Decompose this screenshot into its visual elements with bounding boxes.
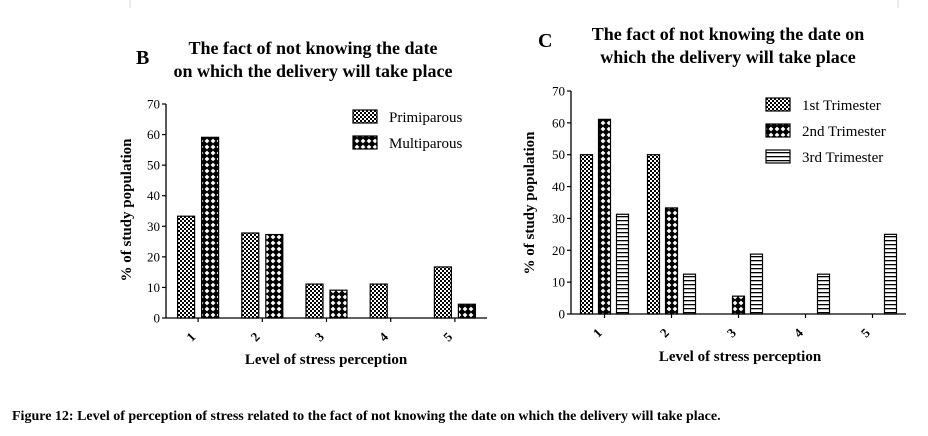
y-tick-label: 60: [147, 127, 160, 142]
bar: [329, 289, 348, 319]
bar: [305, 283, 324, 319]
chart-c-y-axis-label: % of study population: [522, 131, 538, 275]
panel-label-b: B: [136, 47, 149, 69]
bar: [201, 136, 220, 319]
y-tick-label: 0: [154, 311, 161, 326]
y-tick-label: 40: [552, 179, 565, 194]
bar: [579, 154, 594, 315]
figure-caption: Figure 12: Level of perception of stress…: [12, 409, 721, 424]
x-tick-label: 3: [312, 329, 328, 345]
legend-swatch: [765, 97, 791, 112]
bar: [646, 154, 661, 315]
bar: [816, 273, 831, 315]
chart-c-title-line-2: which the delivery will take place: [600, 47, 855, 67]
legend-label: 1st Trimester: [802, 98, 881, 114]
chart-c-x-axis-label: Level of stress perception: [659, 349, 822, 365]
y-tick-label: 30: [147, 219, 160, 234]
bar: [682, 273, 697, 315]
bar: [369, 283, 388, 319]
bar: [749, 253, 764, 315]
chart-b-title-line-2: on which the delivery will take place: [174, 61, 453, 81]
legend-label: Multiparous: [389, 136, 462, 152]
chart-b: B The fact of not knowing the date on wh…: [119, 38, 487, 368]
chart-b-title-line-1: The fact of not knowing the date: [188, 38, 437, 58]
legend-swatch: [765, 149, 791, 164]
chart-b-y-axis-label: % of study population: [119, 138, 135, 282]
x-tick-label: 2: [657, 325, 672, 340]
x-tick-label: 1: [183, 329, 198, 344]
panel-label-c: C: [538, 30, 552, 52]
y-tick-label: 40: [147, 188, 160, 203]
x-tick-label: 5: [440, 329, 456, 345]
y-tick-label: 70: [147, 97, 160, 112]
y-tick-label: 10: [552, 275, 565, 290]
legend-swatch: [352, 109, 378, 124]
chart-b-x-axis-label: Level of stress perception: [245, 352, 408, 368]
legend-label: 2nd Trimester: [802, 124, 886, 140]
chart-c-title-line-1: The fact of not knowing the date on: [592, 24, 865, 44]
y-tick-label: 20: [147, 249, 160, 264]
bar: [664, 207, 679, 315]
legend-swatch: [765, 123, 791, 138]
x-tick-label: 2: [248, 329, 263, 344]
bar: [265, 233, 284, 319]
y-tick-label: 30: [552, 211, 565, 226]
legend-label: Primiparous: [389, 110, 462, 126]
y-tick-label: 0: [559, 307, 566, 322]
bar: [433, 266, 452, 319]
y-tick-label: 60: [552, 115, 565, 130]
x-tick-label: 4: [791, 325, 807, 341]
y-tick-label: 10: [147, 280, 160, 295]
bar: [615, 213, 630, 315]
chart-c: C The fact of not knowing the date on wh…: [522, 24, 906, 365]
x-tick-label: 4: [376, 329, 392, 345]
x-tick-label: 1: [590, 325, 605, 340]
bar: [457, 303, 476, 319]
legend-swatch: [352, 135, 378, 150]
x-tick-label: 3: [724, 325, 740, 341]
y-tick-label: 50: [552, 147, 565, 162]
y-tick-label: 50: [147, 158, 160, 173]
bar: [177, 215, 196, 319]
legend-label: 3rd Trimester: [802, 150, 883, 166]
bar: [731, 295, 746, 315]
chart-b-plot-area: 0 10 20 30 40 50 60 70 1 2 3 4 5 Primiparous Multiparo…: [147, 97, 487, 345]
x-tick-label: 5: [858, 325, 874, 341]
y-tick-label: 70: [552, 84, 565, 99]
y-tick-label: 20: [552, 243, 565, 258]
bar: [597, 118, 612, 315]
bar: [883, 233, 898, 315]
bar: [241, 232, 260, 319]
chart-c-plot-area: 0 10 20 30 40 50 60 70 1 2 3 4 5 1st Trimester 2nd Tri…: [552, 84, 906, 341]
